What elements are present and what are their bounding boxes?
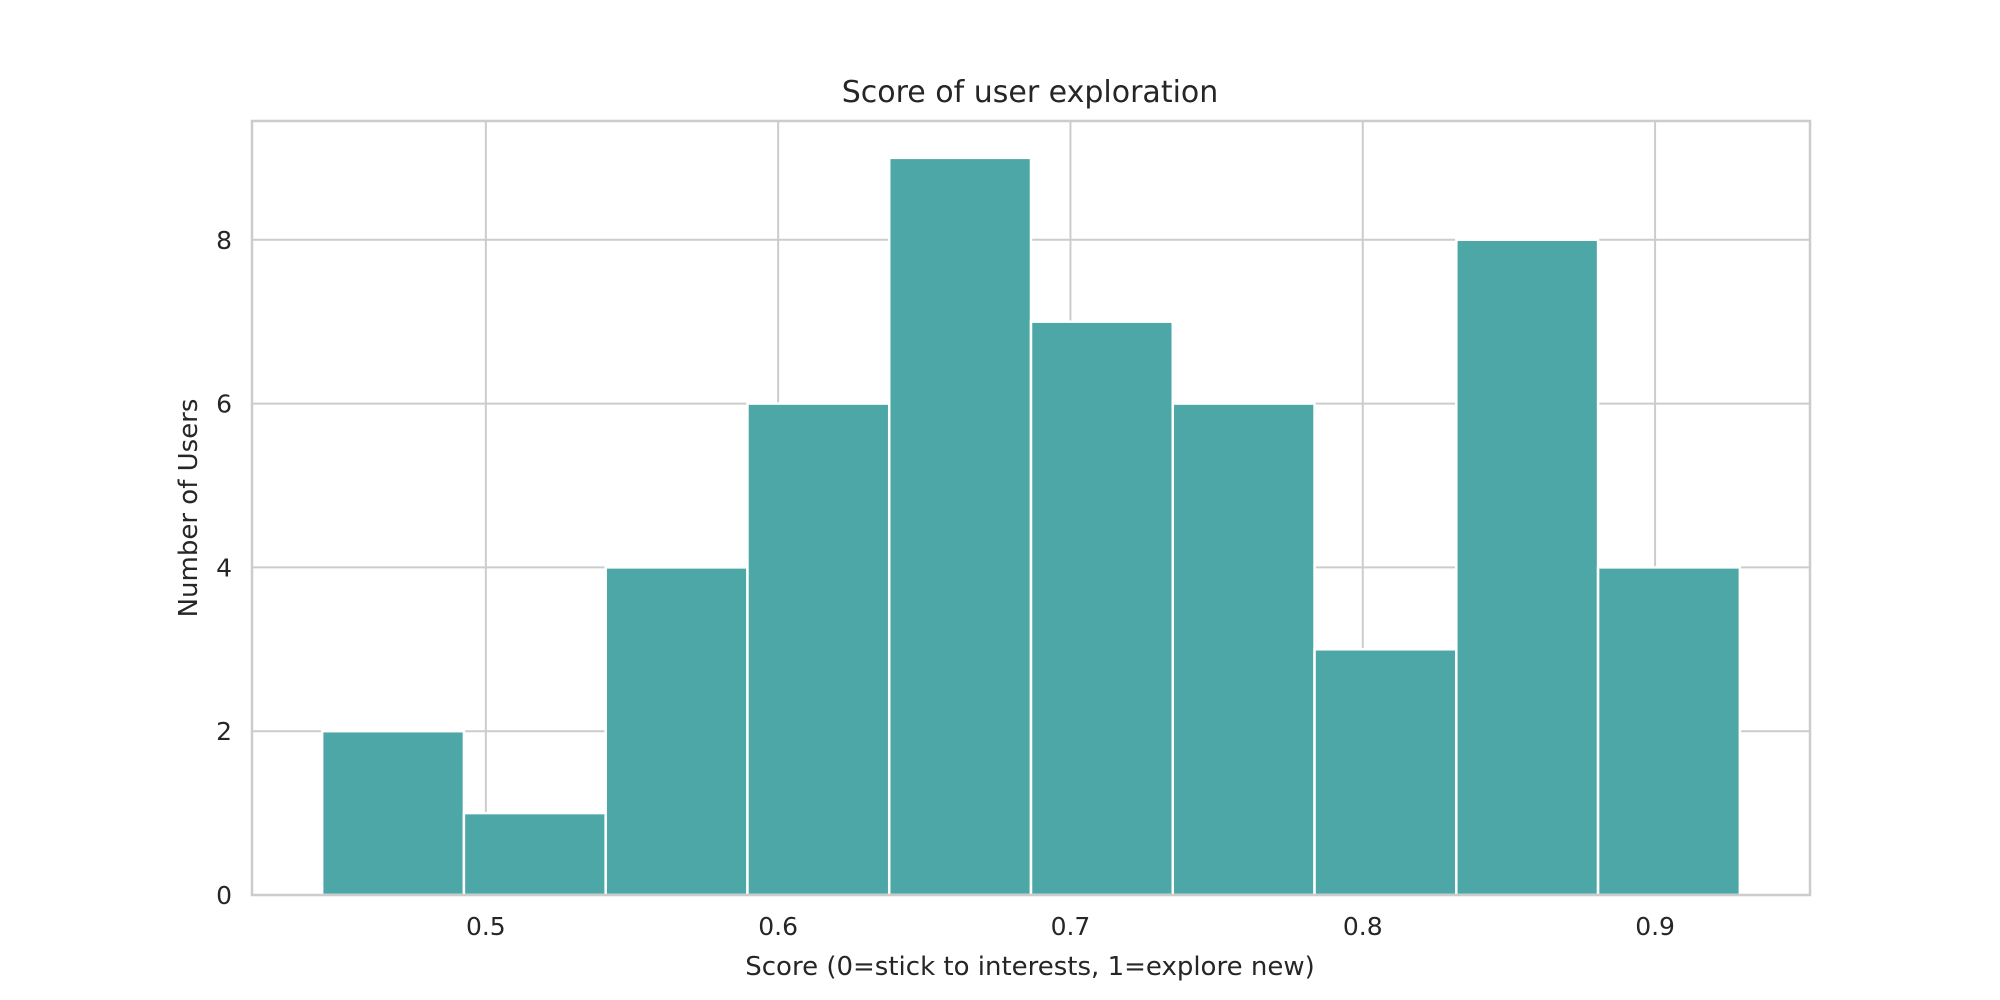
y-axis-label: Number of Users xyxy=(174,399,204,618)
x-tick-label: 0.7 xyxy=(1051,912,1091,941)
histogram-bar-9 xyxy=(1596,566,1742,897)
y-axis-ticks: 0 2 4 6 8 xyxy=(216,226,232,910)
x-tick-label: 0.9 xyxy=(1635,912,1675,941)
x-axis-ticks: 0.5 0.6 0.7 0.8 0.9 xyxy=(466,912,1675,941)
histogram-bar-6 xyxy=(1171,402,1316,897)
x-axis-label: Score (0=stick to interests, 1=explore n… xyxy=(745,952,1314,982)
y-tick-label: 6 xyxy=(216,390,232,419)
x-tick-label: 0.6 xyxy=(758,912,798,941)
x-tick-label: 0.8 xyxy=(1343,912,1383,941)
histogram-bar-8 xyxy=(1455,238,1600,897)
y-tick-label: 4 xyxy=(216,553,232,582)
y-tick-label: 2 xyxy=(216,717,232,746)
histogram-bar-0 xyxy=(320,729,466,897)
y-tick-label: 0 xyxy=(216,881,232,910)
histogram-bar-7 xyxy=(1313,648,1458,897)
plot-frame xyxy=(250,119,1812,897)
histogram-bar-4 xyxy=(887,156,1033,897)
histogram-bar-3 xyxy=(746,402,891,897)
bars xyxy=(320,156,1742,897)
y-tick-label: 8 xyxy=(216,226,232,255)
x-tick-label: 0.5 xyxy=(466,912,506,941)
histogram-bar-2 xyxy=(604,566,749,897)
histogram-bar-1 xyxy=(462,811,607,897)
chart-title: Score of user exploration xyxy=(842,75,1219,110)
histogram-bar-5 xyxy=(1029,320,1175,897)
